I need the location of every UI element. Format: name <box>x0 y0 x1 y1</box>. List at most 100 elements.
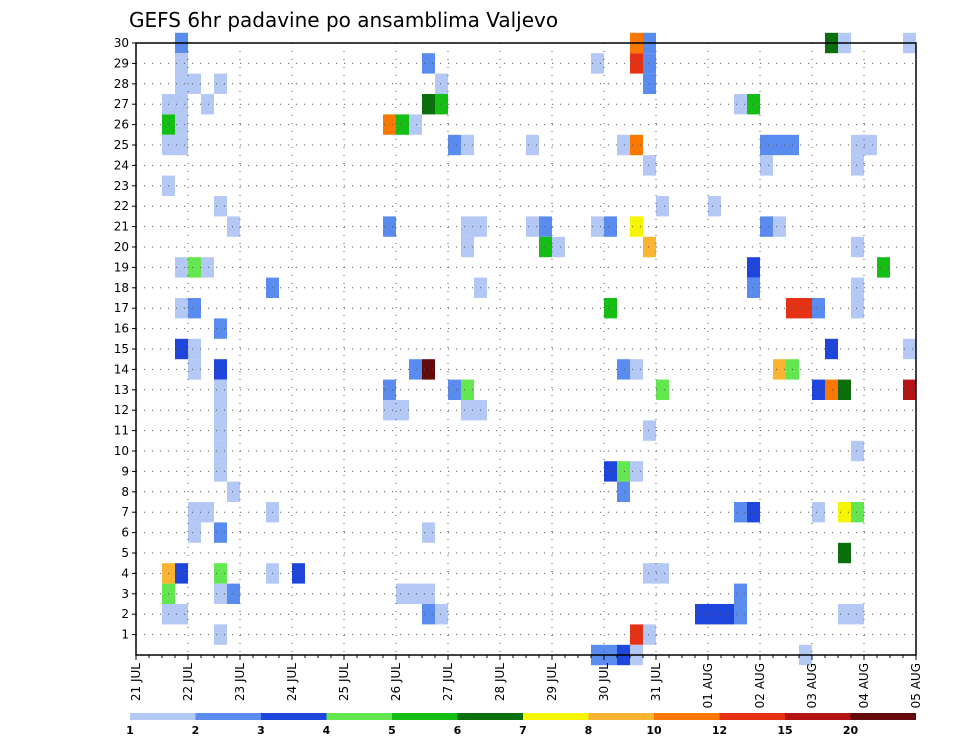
data-cell <box>188 73 201 94</box>
x-tick-label: 31 JUL <box>649 663 663 701</box>
x-tick-label: 04 AUG <box>857 663 871 708</box>
data-cell <box>396 114 409 135</box>
data-cell <box>175 53 188 74</box>
data-cell <box>747 277 760 298</box>
data-cell <box>175 338 188 360</box>
legend-label: 7 <box>519 724 527 737</box>
legend-label: 15 <box>777 724 792 737</box>
data-cell <box>422 583 435 604</box>
legend-swatch <box>719 713 785 720</box>
data-cell <box>214 624 227 645</box>
data-cell <box>643 420 656 441</box>
data-cell <box>838 542 851 564</box>
x-tick-label: 23 JUL <box>233 663 247 701</box>
data-cell <box>175 298 188 319</box>
data-cell <box>604 298 617 319</box>
y-tick-label: 10 <box>114 444 129 458</box>
data-cell <box>617 461 630 482</box>
data-cell <box>812 502 825 523</box>
legend-label: 2 <box>192 724 200 737</box>
data-cell <box>851 277 864 298</box>
data-cell <box>539 236 552 258</box>
y-tick-label: 4 <box>121 566 129 580</box>
data-cell <box>435 73 448 94</box>
data-cell <box>864 134 877 156</box>
data-cell <box>214 522 227 543</box>
data-cell <box>214 400 227 421</box>
data-cell <box>721 604 734 625</box>
legend-swatch <box>850 713 916 720</box>
data-cell <box>396 583 409 604</box>
data-cell <box>825 379 838 400</box>
data-cell <box>214 461 227 482</box>
x-tick-label: 27 JUL <box>441 663 455 701</box>
data-cell <box>591 216 604 237</box>
x-tick-label: 26 JUL <box>389 663 403 701</box>
data-cell <box>617 481 630 502</box>
data-cell <box>851 604 864 625</box>
data-cell <box>422 522 435 543</box>
data-cell <box>604 216 617 237</box>
data-cell <box>188 359 201 380</box>
data-cell <box>214 359 227 380</box>
x-tick-label: 22 JUL <box>181 663 195 701</box>
data-cell <box>643 563 656 584</box>
y-tick-label: 27 <box>114 97 129 111</box>
data-cell <box>422 53 435 74</box>
data-cell <box>214 420 227 441</box>
data-cells <box>162 32 916 666</box>
data-cell <box>760 155 773 176</box>
y-tick-label: 23 <box>114 179 129 193</box>
data-cell <box>435 604 448 625</box>
data-cell <box>747 94 760 115</box>
y-tick-label: 26 <box>114 118 129 132</box>
data-cell <box>175 604 188 625</box>
data-cell <box>201 257 214 278</box>
data-cell <box>552 236 565 258</box>
data-cell <box>851 298 864 319</box>
data-cell <box>227 583 240 604</box>
chart-title: GEFS 6hr padavine po ansamblima Valjevo <box>129 8 558 32</box>
legend-swatch <box>130 713 196 720</box>
x-tick-label: 30 JUL <box>597 663 611 701</box>
legend-swatch <box>523 713 589 720</box>
y-tick-label: 22 <box>114 199 129 213</box>
color-legend: 1 2 3 4 5 6 7 8 10 12 15 20 <box>126 713 916 737</box>
data-cell <box>604 461 617 482</box>
y-tick-label: 13 <box>114 383 129 397</box>
data-cell <box>851 155 864 176</box>
data-cell <box>773 359 786 380</box>
data-cell <box>838 502 851 523</box>
data-cell <box>734 583 747 604</box>
data-cell <box>760 134 773 156</box>
x-tick-label: 28 JUL <box>493 663 507 701</box>
y-tick-label: 6 <box>121 526 129 540</box>
data-cell <box>812 379 825 400</box>
x-tick-label: 29 JUL <box>545 663 559 701</box>
data-cell <box>383 400 396 421</box>
data-cell <box>214 563 227 584</box>
data-cell <box>643 73 656 94</box>
legend-swatch <box>588 713 654 720</box>
y-tick-label: 18 <box>114 281 129 295</box>
y-tick-label: 25 <box>114 138 129 152</box>
data-cell <box>656 196 669 217</box>
data-cell <box>422 94 435 115</box>
data-cell <box>591 53 604 74</box>
data-cell <box>734 94 747 115</box>
y-tick-label: 29 <box>114 56 129 70</box>
data-cell <box>188 522 201 543</box>
data-cell <box>799 298 812 319</box>
data-cell <box>747 502 760 523</box>
data-cell <box>292 563 305 584</box>
y-tick-label: 14 <box>114 362 129 376</box>
data-cell <box>643 624 656 645</box>
data-cell <box>227 481 240 502</box>
legend-swatch <box>195 713 261 720</box>
data-cell <box>201 94 214 115</box>
data-cell <box>214 440 227 462</box>
data-cell <box>877 257 890 278</box>
data-cell <box>188 298 201 319</box>
y-tick-label: 16 <box>114 322 129 336</box>
data-cell <box>617 134 630 156</box>
